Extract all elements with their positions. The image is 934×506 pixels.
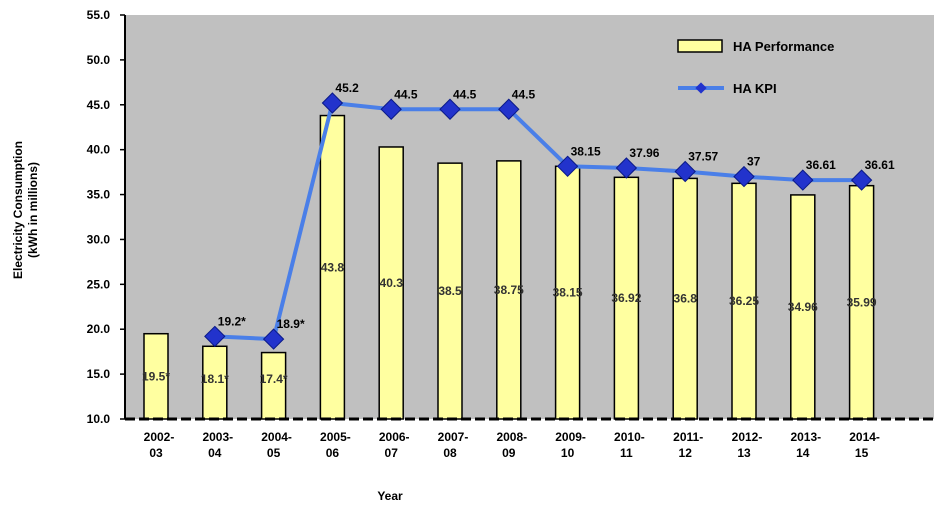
x-tick-label-line2: 14 xyxy=(796,446,810,460)
legend-swatch-bar xyxy=(677,39,723,53)
kpi-data-label: 18.9* xyxy=(277,317,305,331)
bar-ha-performance xyxy=(613,176,640,420)
x-tick-label: 2010- xyxy=(614,430,645,444)
x-tick-label: 2008- xyxy=(496,430,527,444)
bar-data-label: 35.99 xyxy=(847,295,877,309)
x-tick-label-line2: 04 xyxy=(208,446,222,460)
x-tick-label: 2011- xyxy=(673,430,703,444)
x-tick-label-line2: 11 xyxy=(620,446,633,460)
y-tick-label: 15.0 xyxy=(87,367,111,381)
kpi-data-label: 44.5 xyxy=(394,87,418,101)
y-tick-label: 55.0 xyxy=(87,8,111,22)
y-tick-label: 35.0 xyxy=(87,188,111,202)
x-tick-label-line2: 07 xyxy=(385,446,399,460)
kpi-marker xyxy=(615,157,638,179)
kpi-data-label: 36.61 xyxy=(865,158,895,172)
x-tick-label: 2012- xyxy=(732,430,763,444)
kpi-data-label: 45.2 xyxy=(335,81,359,95)
kpi-marker xyxy=(380,98,402,120)
bar-data-label: 38.75 xyxy=(494,283,524,297)
bar-ha-performance xyxy=(790,194,816,420)
y-tick-label: 10.0 xyxy=(87,412,111,426)
kpi-marker xyxy=(262,328,285,350)
y-tick-label: 45.0 xyxy=(87,98,111,112)
x-tick-label: 2007- xyxy=(438,430,469,444)
y-tick-label: 20.0 xyxy=(87,322,111,336)
kpi-data-label: 38.15 xyxy=(571,144,601,158)
kpi-marker xyxy=(733,165,755,188)
bar-data-label: 19.5* xyxy=(142,369,170,383)
x-tick-label-line2: 15 xyxy=(855,446,869,460)
kpi-data-label: 19.2* xyxy=(218,314,246,328)
legend-label-kpi: HA KPI xyxy=(733,81,777,96)
x-tick-label: 2006- xyxy=(379,430,410,444)
bar-data-label: 38.5 xyxy=(438,284,462,298)
bar-ha-performance xyxy=(260,351,287,420)
x-tick-label-line2: 06 xyxy=(326,446,340,460)
bar-data-label: 34.96 xyxy=(788,300,818,314)
x-tick-label: 2013- xyxy=(790,430,821,444)
kpi-data-label: 37.96 xyxy=(629,146,659,160)
y-axis-title-line1: Electricity Consumption xyxy=(11,141,25,279)
kpi-data-label: 37 xyxy=(747,155,761,169)
kpi-marker xyxy=(850,169,873,191)
bar-data-label: 17.4* xyxy=(260,372,288,386)
kpi-data-label: 44.5 xyxy=(512,87,536,101)
y-axis-title-line2: (kWh in millions) xyxy=(26,162,40,258)
x-tick-label: 2004- xyxy=(261,430,292,444)
x-tick-label-line2: 13 xyxy=(737,446,751,460)
x-tick-label-line2: 09 xyxy=(502,446,516,460)
y-tick-label: 50.0 xyxy=(87,53,111,67)
bar-data-label: 18.1* xyxy=(201,372,229,386)
x-tick-label-line2: 05 xyxy=(267,446,281,460)
x-axis-title: Year xyxy=(377,489,403,503)
y-tick-label: 30.0 xyxy=(87,232,111,246)
kpi-data-label: 37.57 xyxy=(688,149,718,163)
bar-data-label: 38.15 xyxy=(553,286,583,300)
x-tick-label-line2: 10 xyxy=(561,446,575,460)
legend-label-performance: HA Performance xyxy=(733,39,834,54)
kpi-marker xyxy=(556,155,579,177)
x-tick-label: 2002- xyxy=(144,430,175,444)
kpi-marker xyxy=(498,98,520,120)
x-tick-label: 2003- xyxy=(202,430,233,444)
kpi-data-label: 44.5 xyxy=(453,87,477,101)
y-tick-label: 25.0 xyxy=(87,277,111,291)
x-tick-label: 2009- xyxy=(555,430,586,444)
bar-ha-performance xyxy=(143,332,169,420)
x-tick-label-line2: 12 xyxy=(679,446,693,460)
kpi-data-label: 36.61 xyxy=(806,158,836,172)
y-tick-label: 40.0 xyxy=(87,143,111,157)
x-tick-label-line2: 08 xyxy=(443,446,457,460)
kpi-marker xyxy=(792,169,814,191)
bar-data-label: 36.92 xyxy=(611,291,641,305)
bar-ha-performance xyxy=(554,165,581,420)
legend: HA Performance HA KPI xyxy=(677,39,834,96)
bar-data-label: 36.25 xyxy=(729,294,759,308)
x-tick-label: 2005- xyxy=(320,430,351,444)
kpi-marker xyxy=(439,98,461,120)
bar-data-label: 36.8 xyxy=(674,292,698,306)
x-tick-label-line2: 03 xyxy=(149,446,163,460)
x-tick-label: 2014- xyxy=(849,430,880,444)
kpi-marker xyxy=(674,160,696,183)
bar-ha-performance xyxy=(319,114,346,420)
kpi-marker xyxy=(321,92,344,114)
bar-ha-performance xyxy=(496,160,522,420)
bar-data-label: 40.3 xyxy=(380,276,404,290)
bar-ha-performance xyxy=(848,184,875,420)
kpi-marker xyxy=(204,325,226,348)
bar-data-label: 43.8 xyxy=(321,260,345,274)
